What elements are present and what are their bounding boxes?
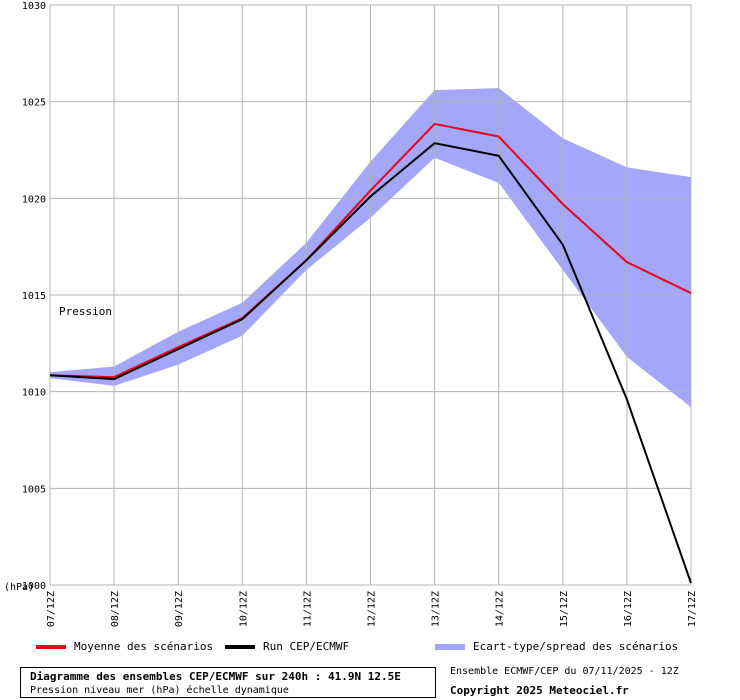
x-tick-labels: 07/12Z 08/12Z 09/12Z 10/12Z 11/12Z 12/12Z 13/1…	[46, 591, 698, 627]
x-tick-label: 14/12Z	[495, 591, 506, 627]
x-tick-label: 17/12Z	[687, 591, 698, 627]
legend-item-mean: Moyenne des scénarios	[36, 640, 213, 653]
legend: Moyenne des scénarios Run CEP/ECMWF Ecar…	[0, 640, 740, 656]
y-tick-label: 1030	[22, 1, 46, 12]
x-tick-label: 15/12Z	[559, 591, 570, 627]
series-lines-layer	[49, 122, 692, 584]
x-tick-label: 09/12Z	[174, 591, 185, 627]
y-tick-labels: 1000 1005 1010 1015 1020 1025 1030	[22, 1, 46, 592]
y-axis-unit-label: (hPa)	[4, 582, 34, 593]
chart-title-box: Diagramme des ensembles CEP/ECMWF sur 24…	[20, 667, 436, 698]
legend-label-spread: Ecart-type/spread des scénarios	[473, 640, 679, 653]
run-line	[49, 142, 692, 584]
y-tick-label: 1010	[22, 388, 46, 399]
legend-label-mean: Moyenne des scénarios	[74, 640, 214, 653]
x-tick-label: 07/12Z	[46, 591, 57, 627]
copyright: Copyright 2025 Meteociel.fr	[450, 684, 629, 697]
mean-line	[49, 122, 692, 379]
x-tick-label: 16/12Z	[623, 591, 634, 627]
y-tick-label: 1025	[22, 98, 46, 109]
y-tick-label: 1000	[22, 581, 46, 592]
legend-label-run: Run CEP/ECMWF	[263, 640, 350, 653]
x-tick-label: 10/12Z	[238, 591, 249, 627]
legend-swatch-run	[225, 644, 255, 649]
legend-swatch-mean	[36, 644, 66, 649]
ensemble-chart: 1000 1005 1010 1015 1020 1025 1030 07/12Z 08/12…	[4, 1, 698, 627]
legend-item-run: Run CEP/ECMWF	[225, 640, 349, 653]
y-tick-label: 1020	[22, 194, 46, 205]
run-info: Ensemble ECMWF/CEP du 07/11/2025 - 12Z	[450, 666, 679, 677]
y-tick-label: 1005	[22, 484, 46, 495]
spread-band	[50, 88, 691, 408]
spread-band-layer	[50, 88, 691, 408]
x-tick-label: 08/12Z	[110, 591, 121, 627]
x-tick-label: 11/12Z	[302, 591, 313, 627]
grid-layer	[49, 4, 692, 586]
pression-annotation: Pression	[59, 305, 112, 318]
chart-subtitle: Pression niveau mer (hPa) échelle dynami…	[30, 685, 289, 696]
x-tick-label: 13/12Z	[431, 591, 442, 627]
chart-title: Diagramme des ensembles CEP/ECMWF sur 24…	[30, 670, 401, 683]
y-tick-label: 1015	[22, 291, 46, 302]
legend-item-spread: Ecart-type/spread des scénarios	[435, 640, 678, 653]
x-tick-label: 12/12Z	[367, 591, 378, 627]
legend-swatch-spread	[435, 643, 465, 650]
